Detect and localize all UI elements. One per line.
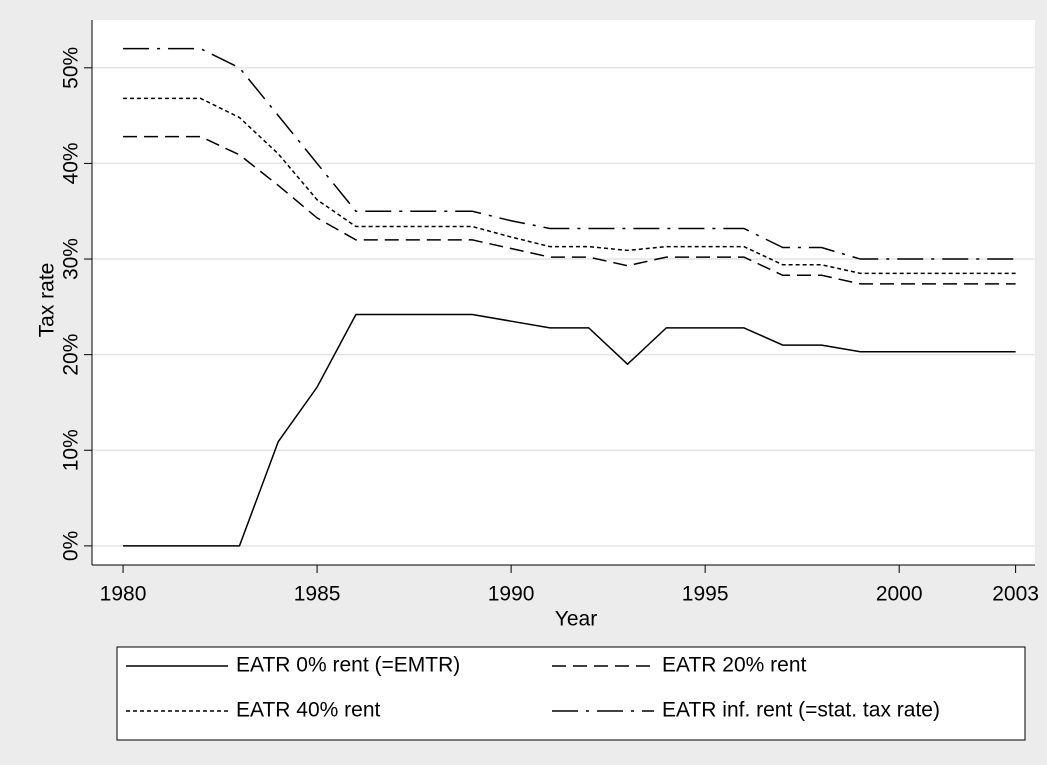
series-line [123, 313, 1016, 547]
series-line [123, 47, 1016, 260]
series-line [123, 135, 1016, 285]
y-tick-label: 30% [60, 238, 83, 280]
y-tick-label: 20% [60, 334, 83, 376]
x-tick-label: 2003 [992, 583, 1039, 606]
legend-box [116, 646, 1026, 741]
x-tick-label: 1980 [100, 583, 147, 606]
series-line [123, 97, 1016, 275]
legend-label: EATR 0% rent (=EMTR) [236, 654, 460, 677]
legend-label: EATR inf. rent (=stat. tax rate) [662, 699, 940, 722]
x-tick-label: 1995 [682, 583, 729, 606]
x-axis-title: Year [555, 608, 597, 631]
x-tick-label: 1985 [294, 583, 341, 606]
plot-area [92, 20, 1035, 565]
y-axis-title: Tax rate [36, 263, 59, 338]
y-tick-label: 10% [60, 429, 83, 471]
x-tick-label: 2000 [876, 583, 923, 606]
y-tick-label: 40% [60, 142, 83, 184]
y-tick-label: 0% [60, 531, 83, 561]
y-tick-label: 50% [60, 47, 83, 89]
legend-label: EATR 40% rent [236, 699, 380, 722]
legend-label: EATR 20% rent [662, 654, 806, 677]
x-tick-label: 1990 [488, 583, 535, 606]
